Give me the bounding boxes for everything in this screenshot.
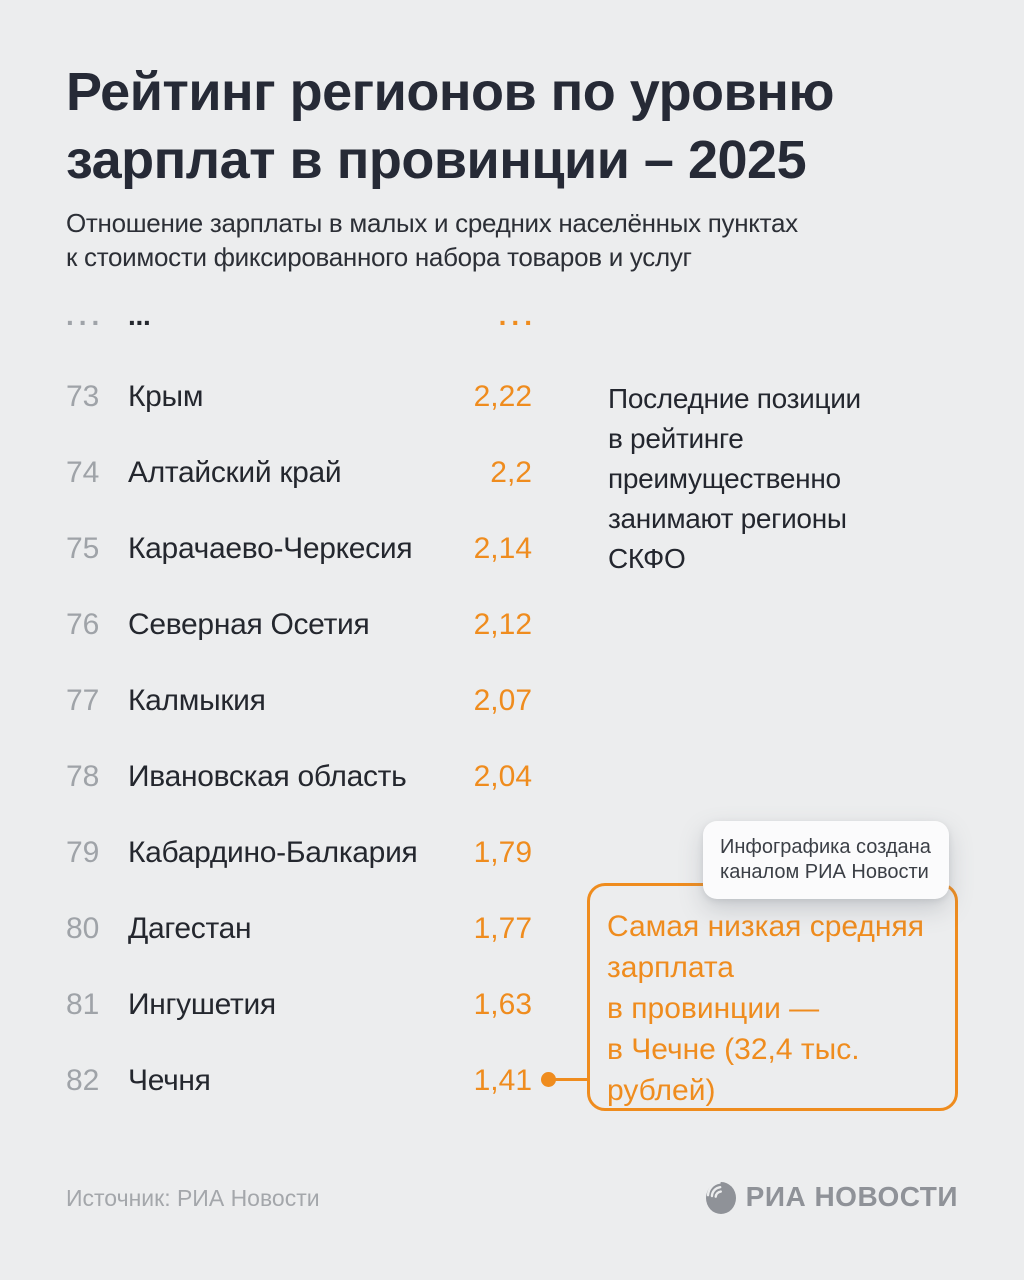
ellipsis-name: ...	[128, 300, 151, 331]
row-region-name: Алтайский край	[128, 456, 342, 489]
table-row: 74 Алтайский край 2,2	[66, 435, 532, 511]
row-rank: 80	[66, 912, 100, 945]
subtitle-line-1: Отношение зарплаты в малых и средних нас…	[66, 208, 798, 238]
ellipsis-value: ...	[498, 300, 537, 331]
side-note-line: в рейтинге	[608, 423, 744, 454]
row-rank: 75	[66, 532, 100, 565]
row-value: 1,77	[473, 912, 532, 945]
callout-connector-line	[551, 1078, 589, 1081]
title-line-1: Рейтинг регионов по уровню	[66, 62, 834, 122]
table-ellipsis-row: ... ... ...	[66, 296, 532, 336]
table-row: 81 Ингушетия 1,63	[66, 967, 532, 1043]
row-value: 2,2	[490, 456, 532, 489]
row-region-name: Северная Осетия	[128, 608, 370, 641]
row-region-name: Кабардино-Балкария	[128, 836, 418, 869]
table-row: 75 Карачаево-Черкесия 2,14	[66, 511, 532, 587]
table-row: 80 Дагестан 1,77	[66, 891, 532, 967]
title-line-2: зарплат в провинции – 2025	[66, 130, 807, 190]
row-value: 2,04	[473, 760, 532, 793]
ria-globe-icon	[704, 1179, 738, 1215]
callout-line: рублей)	[607, 1074, 716, 1107]
ellipsis-rank: ...	[66, 300, 105, 331]
table-row: 76 Северная Осетия 2,12	[66, 587, 532, 663]
row-value: 1,63	[473, 988, 532, 1021]
row-region-name: Ингушетия	[128, 988, 276, 1021]
page-subtitle: Отношение зарплаты в малых и средних нас…	[66, 206, 798, 274]
row-value: 2,14	[473, 532, 532, 565]
row-region-name: Калмыкия	[128, 684, 266, 717]
table-row: 82 Чечня 1,41	[66, 1043, 532, 1119]
row-rank: 81	[66, 988, 100, 1021]
callout-line: в провинции —	[607, 992, 820, 1025]
row-value: 1,79	[473, 836, 532, 869]
tooltip-line: Инфографика создана	[720, 836, 931, 858]
side-note-line: Последние позиции	[608, 383, 861, 414]
table-row: 77 Калмыкия 2,07	[66, 663, 532, 739]
tooltip-line: каналом РИА Новости	[720, 861, 929, 883]
table-row: 73 Крым 2,22	[66, 359, 532, 435]
row-region-name: Дагестан	[128, 912, 252, 945]
side-note: Последние позиции в рейтинге преимуществ…	[608, 379, 938, 579]
row-rank: 76	[66, 608, 100, 641]
side-note-line: занимают регионы	[608, 503, 847, 534]
table-row: 78 Ивановская область 2,04	[66, 739, 532, 815]
row-rank: 79	[66, 836, 100, 869]
table-row: 79 Кабардино-Балкария 1,79	[66, 815, 532, 891]
row-region-name: Карачаево-Черкесия	[128, 532, 413, 565]
row-region-name: Крым	[128, 380, 204, 413]
row-value: 2,12	[473, 608, 532, 641]
callout-line: зарплата	[607, 951, 734, 984]
callout-line: в Чечне (32,4 тыс.	[607, 1033, 860, 1066]
row-rank: 74	[66, 456, 100, 489]
callout-box: Самая низкая средняя зарплата в провинци…	[587, 883, 958, 1111]
callout-line: Самая низкая средняя	[607, 910, 924, 943]
row-value: 2,07	[473, 684, 532, 717]
row-rank: 73	[66, 380, 100, 413]
subtitle-line-2: к стоимости фиксированного набора товаро…	[66, 242, 692, 272]
callout-connector-dot	[541, 1072, 556, 1087]
row-value: 1,41	[473, 1064, 532, 1097]
page-title: Рейтинг регионов по уровню зарплат в про…	[66, 58, 834, 194]
side-note-line: преимущественно	[608, 463, 841, 494]
row-region-name: Ивановская область	[128, 760, 407, 793]
source-label: Источник: РИА Новости	[66, 1185, 320, 1211]
side-note-line: СКФО	[608, 543, 686, 574]
row-rank: 77	[66, 684, 100, 717]
ria-logo-text: РИА НОВОСТИ	[745, 1181, 958, 1212]
ranking-table: 73 Крым 2,22 74 Алтайский край 2,2 75 Карачаево…	[66, 359, 532, 1119]
row-region-name: Чечня	[128, 1064, 211, 1097]
row-rank: 78	[66, 760, 100, 793]
row-rank: 82	[66, 1064, 100, 1097]
row-value: 2,22	[473, 380, 532, 413]
ria-novosti-logo: РИА НОВОСТИ	[704, 1179, 958, 1215]
attribution-tooltip: Инфографика создана каналом РИА Новости	[703, 821, 949, 899]
